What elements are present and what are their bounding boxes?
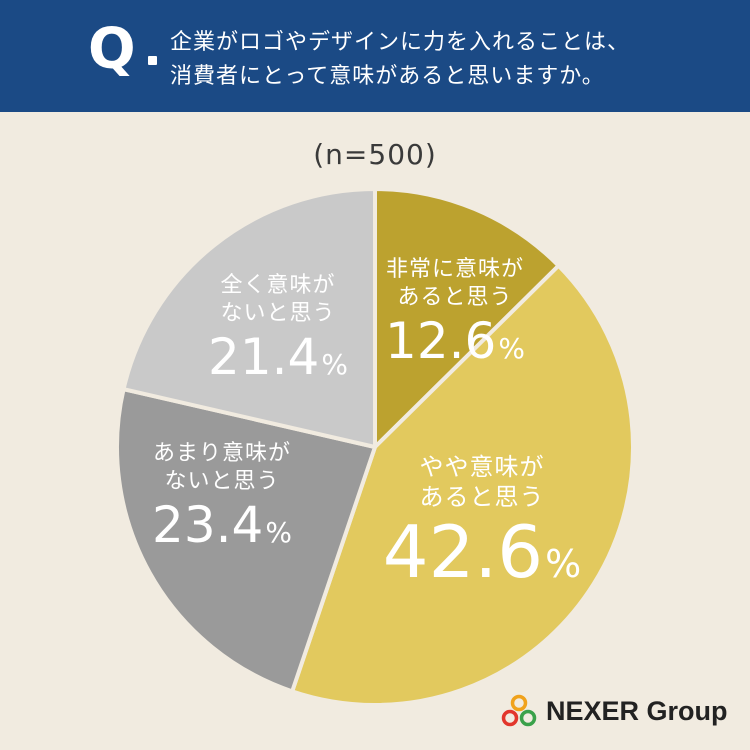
slice-label-line2: ないと思う xyxy=(220,301,336,326)
sample-size: (n=500) xyxy=(313,138,437,171)
question-header: Q 企業がロゴやデザインに力を入れることは、 消費者にとって意味があると思います… xyxy=(0,0,750,112)
q-dot xyxy=(148,56,157,65)
slice-label-line1: やや意味が xyxy=(419,453,545,481)
question-line-2: 消費者にとって意味があると思いますか。 xyxy=(170,64,605,89)
slice-label-line1: あまり意味が xyxy=(152,441,291,466)
logo-text: NEXER Group xyxy=(546,695,728,726)
slice-label-somewhat-meaningful: やや意味が あると思う 42.6% xyxy=(383,452,581,604)
q-mark: Q xyxy=(88,17,136,82)
slice-label-very-meaningful: 非常に意味が あると思う 12.6% xyxy=(385,256,525,378)
slice-label-line2: あると思う xyxy=(397,285,513,310)
slice-label-line1: 全く意味が xyxy=(220,273,336,298)
slice-label-not-very-meaningful: あまり意味が ないと思う 23.4% xyxy=(152,440,292,562)
slice-somewhat-meaningful xyxy=(290,263,635,707)
nexer-logo: NEXER Group xyxy=(500,694,728,728)
nexer-rings-icon xyxy=(501,694,537,727)
slice-label-line2: ないと思う xyxy=(164,469,280,494)
slice-label-line2: あると思う xyxy=(419,483,545,511)
slice-value: 12.6% xyxy=(385,312,525,370)
slice-value: 21.4% xyxy=(208,328,348,386)
slice-very-meaningful xyxy=(373,187,561,449)
question-line-1: 企業がロゴやデザインに力を入れることは、 xyxy=(170,30,631,55)
slice-not-very-meaningful xyxy=(115,387,377,694)
slice-not-at-all-meaningful xyxy=(121,187,377,449)
slice-label-not-at-all-meaningful: 全く意味が ないと思う 21.4% xyxy=(208,272,348,394)
slice-value: 23.4% xyxy=(152,496,292,554)
slice-value: 42.6% xyxy=(382,510,582,594)
question-text: 企業がロゴやデザインに力を入れることは、 消費者にとって意味があると思いますか。 xyxy=(170,26,730,94)
slice-label-line1: 非常に意味が xyxy=(385,257,524,282)
